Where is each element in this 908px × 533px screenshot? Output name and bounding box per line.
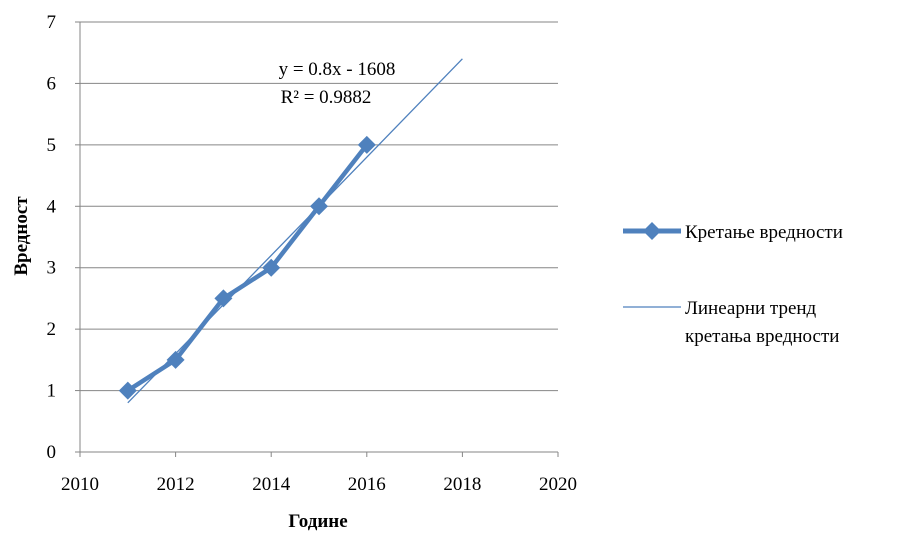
legend-marker-diamond bbox=[643, 222, 661, 240]
y-tick-label: 4 bbox=[47, 196, 57, 217]
x-axis-title: Године bbox=[288, 511, 347, 532]
trend-r-squared: R² = 0.9882 bbox=[281, 87, 372, 108]
series-group bbox=[118, 135, 376, 400]
grid-lines bbox=[80, 21, 558, 392]
x-tick-label: 2010 bbox=[61, 474, 99, 495]
y-axis-title: Вредност bbox=[11, 196, 32, 276]
y-tick-label: 2 bbox=[47, 319, 57, 340]
y-tick-label: 1 bbox=[47, 381, 57, 402]
data-point-marker bbox=[118, 381, 137, 400]
y-tick-label: 3 bbox=[47, 258, 57, 279]
legend-label-trend-line1: Линеарни тренд bbox=[685, 298, 817, 319]
legend-label-series: Кретање вредности bbox=[685, 222, 843, 243]
trendline-group bbox=[127, 58, 463, 404]
x-tick-label: 2020 bbox=[539, 474, 577, 495]
legend-label-trend-line2: кретања вредности bbox=[685, 326, 839, 347]
data-point-marker bbox=[262, 258, 281, 277]
x-tick-label: 2014 bbox=[252, 474, 291, 495]
data-point-marker bbox=[310, 197, 328, 216]
tick-labels: 0 1 2 3 4 5 6 7 2010 2012 2014 2016 2018 2020 bbox=[47, 12, 578, 495]
x-tick-label: 2012 bbox=[157, 474, 195, 495]
y-tick-label: 6 bbox=[47, 73, 57, 94]
trend-equation: y = 0.8x - 1608 bbox=[279, 59, 396, 80]
y-tick-label: 0 bbox=[47, 442, 57, 463]
data-point-marker bbox=[357, 135, 376, 154]
series-line bbox=[126, 143, 369, 393]
legend: Кретање вредности Линеарни тренд кретања… bbox=[623, 222, 843, 347]
axes bbox=[75, 21, 559, 457]
data-point-marker bbox=[166, 350, 185, 369]
data-point-marker bbox=[214, 289, 233, 308]
x-tick-label: 2016 bbox=[348, 474, 386, 495]
y-tick-label: 7 bbox=[47, 12, 57, 33]
trendline bbox=[127, 58, 463, 404]
x-tick-label: 2018 bbox=[443, 474, 481, 495]
y-tick-label: 5 bbox=[47, 135, 57, 156]
